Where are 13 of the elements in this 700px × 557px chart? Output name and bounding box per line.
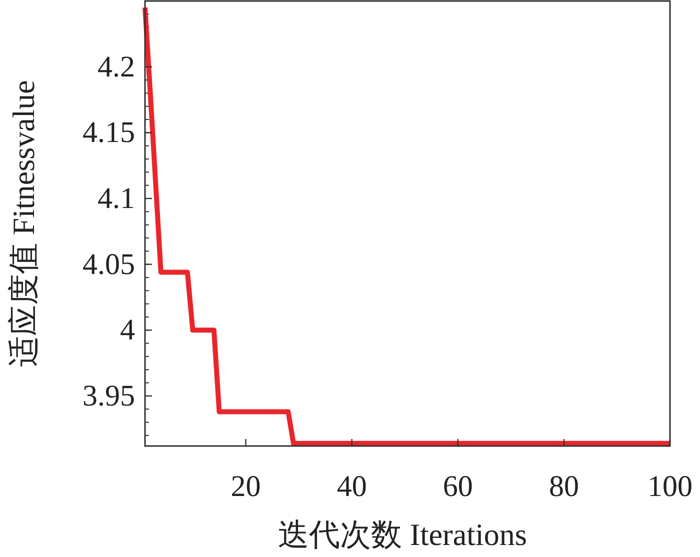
y-tick-label: 4.15 — [82, 116, 135, 150]
x-tick-label: 60 — [442, 470, 473, 503]
x-tick-label: 20 — [230, 470, 261, 503]
y-tick-label: 3.95 — [82, 379, 135, 412]
y-tick-label: 4.1 — [98, 182, 135, 215]
x-axis-title: 迭代次数 Iterations — [278, 517, 527, 552]
y-tick-label: 4.2 — [98, 50, 135, 84]
x-tick-label: 80 — [548, 470, 579, 503]
x-tick-label: 100 — [648, 470, 692, 503]
y-tick-label: 4.05 — [82, 248, 135, 281]
y-axis-title: 适应度值 Fitnessvalue — [6, 80, 41, 367]
y-tick-label: 4 — [120, 314, 135, 347]
x-tick-label: 40 — [336, 470, 367, 503]
